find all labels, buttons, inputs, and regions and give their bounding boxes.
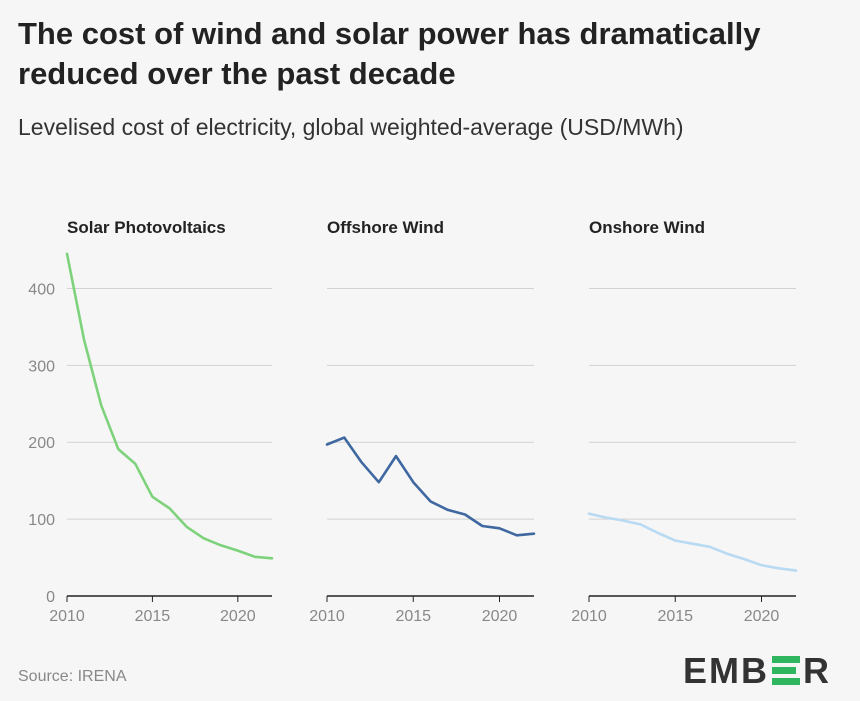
x-tick-label: 2020	[220, 608, 256, 625]
y-tick-label: 300	[28, 358, 55, 375]
x-tick-label: 2010	[49, 608, 85, 625]
panel-title-2: Offshore Wind	[327, 218, 444, 237]
series-line-2	[325, 436, 536, 537]
y-tick-label: 0	[46, 589, 55, 606]
logo-text-left: EMB	[683, 650, 769, 691]
logo-text-right: R	[803, 650, 831, 691]
y-tick-label: 200	[28, 435, 55, 452]
chart-title: The cost of wind and solar power has dra…	[18, 16, 761, 91]
x-tick-label: 2015	[395, 608, 431, 625]
x-tick-label: 2010	[309, 608, 345, 625]
x-tick-label: 2010	[571, 608, 607, 625]
x-tick-label: 2015	[135, 608, 171, 625]
x-tick-label: 2020	[482, 608, 518, 625]
ember-logo: EMB R	[683, 650, 831, 692]
panel-title-3: Onshore Wind	[589, 218, 705, 237]
series-line-3	[587, 512, 798, 572]
chart-subtitle: Levelised cost of electricity, global we…	[18, 114, 684, 140]
y-tick-label: 400	[28, 281, 55, 298]
x-tick-label: 2015	[657, 608, 693, 625]
x-tick-label: 2020	[744, 608, 780, 625]
source-note: Source: IRENA	[18, 668, 127, 685]
series-line-1	[65, 252, 274, 560]
panel-title-1: Solar Photovoltaics	[67, 218, 226, 237]
logo-e-bars-icon	[772, 656, 800, 686]
small-multiples-chart: Solar Photovoltaics 0 100 200 300 400 2010 2015…	[28, 218, 798, 625]
y-tick-label: 100	[28, 512, 55, 529]
